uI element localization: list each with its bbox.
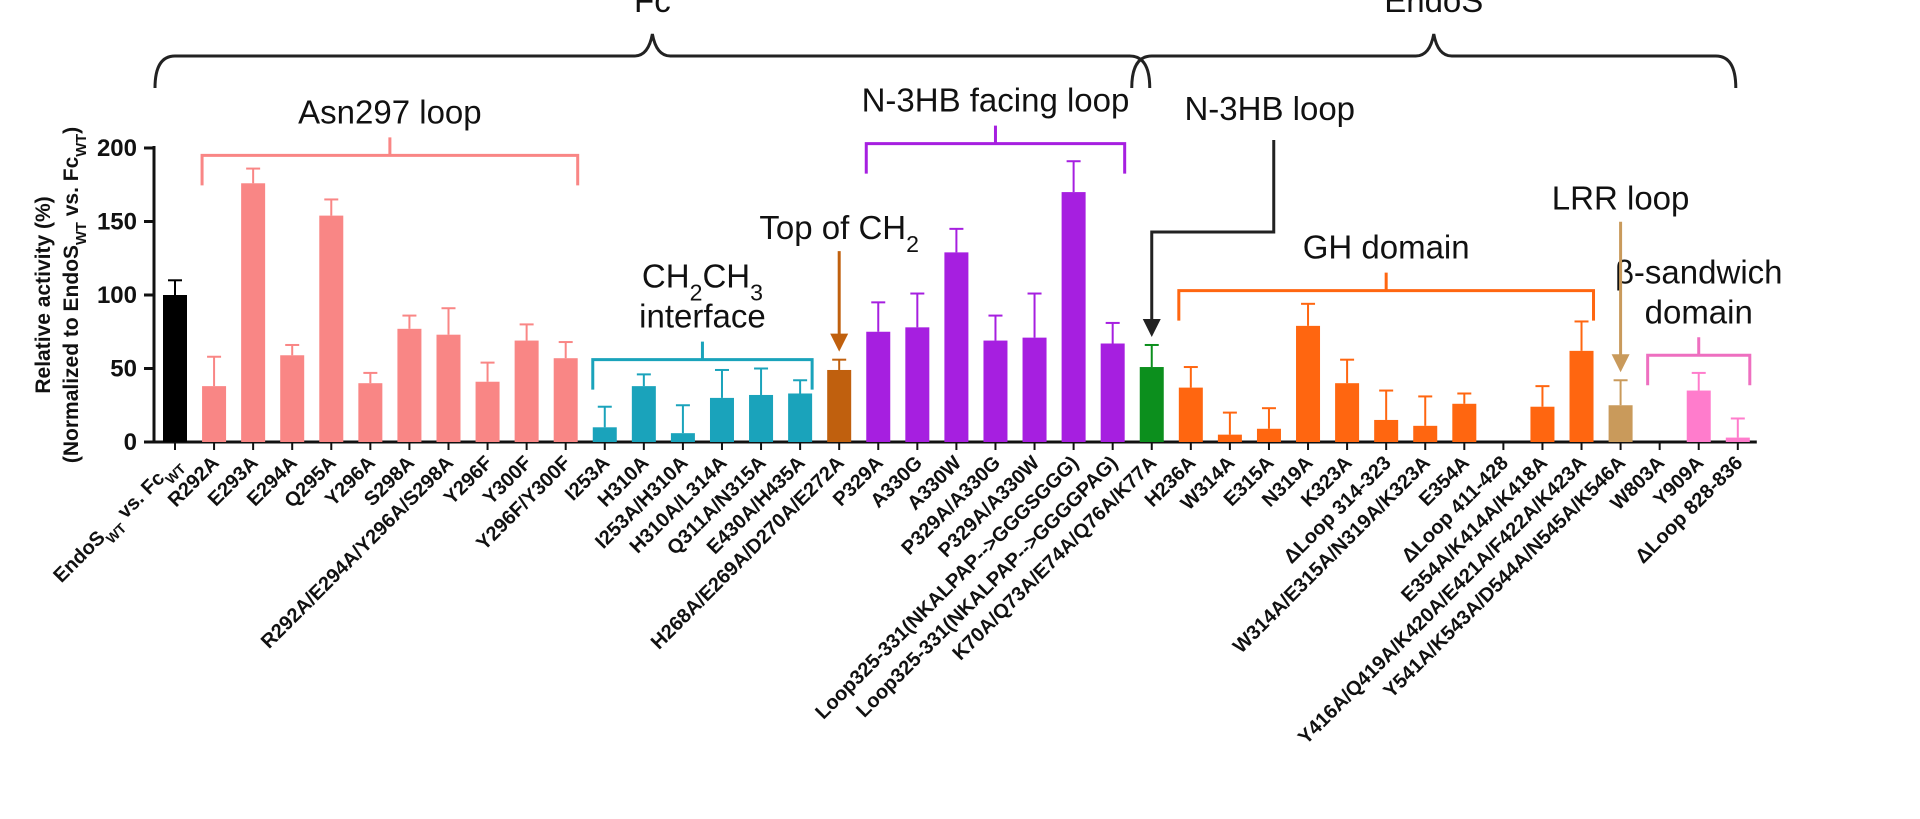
y-axis-label-line2: (Normalized to EndoSWT vs. FcWT) — [60, 127, 90, 463]
region-label: N-3HB facing loop — [862, 82, 1130, 119]
y-tick-label: 200 — [97, 135, 137, 162]
label-text: Asn297 loop — [298, 93, 481, 130]
bar — [1256, 428, 1281, 442]
bar — [475, 381, 500, 442]
region-brace — [1130, 33, 1738, 89]
label-text: (Normalized to EndoS — [60, 245, 83, 463]
region-label: interface — [639, 298, 766, 335]
bar — [944, 252, 969, 442]
bar — [1061, 192, 1086, 442]
bar — [1335, 383, 1360, 442]
label-text: ) — [60, 127, 83, 134]
label-text: CH — [702, 258, 750, 295]
label-text: GH domain — [1303, 229, 1470, 266]
bar — [1022, 337, 1047, 442]
bar — [1413, 425, 1438, 442]
label-text: CH — [642, 258, 690, 295]
bar — [241, 183, 266, 442]
subscript-text: 3 — [750, 280, 763, 306]
bar — [1530, 406, 1555, 442]
bar — [358, 383, 383, 442]
brace-label: EndoS — [1384, 0, 1483, 19]
label-text: domain — [1645, 293, 1753, 330]
y-tick-label: 0 — [124, 429, 137, 456]
bar — [905, 327, 930, 442]
bar — [1452, 403, 1477, 442]
bar — [202, 386, 227, 442]
region-label: GH domain — [1303, 229, 1470, 266]
region-label: Asn297 loop — [298, 93, 481, 130]
bar — [1178, 387, 1203, 442]
bar — [1725, 437, 1750, 442]
annotation-label: Top of CH2 — [759, 209, 919, 257]
bar — [553, 358, 578, 442]
bar — [788, 393, 813, 442]
subscript-text: WT — [74, 222, 90, 245]
region-bracket — [1177, 272, 1596, 321]
bar — [670, 433, 695, 442]
region-label: CH2CH3 — [642, 258, 763, 306]
label-text: interface — [639, 298, 766, 335]
bar — [749, 394, 774, 442]
label-text: N-3HB loop — [1184, 90, 1355, 127]
y-axis-label: Relative activity (%) (Normalized to Endo… — [32, 127, 90, 463]
subscript-text: 2 — [690, 280, 703, 306]
bar — [1217, 434, 1242, 442]
bar — [827, 369, 852, 442]
y-tick-label: 100 — [97, 282, 137, 309]
region-bracket — [864, 125, 1127, 174]
region-bracket — [591, 341, 814, 390]
annotation-label: N-3HB loop — [1184, 90, 1355, 127]
label-text: EndoS — [49, 527, 109, 587]
bar — [163, 295, 187, 442]
bar — [866, 331, 891, 442]
region-bracket — [1646, 337, 1752, 386]
annotation-arrowhead — [830, 333, 849, 352]
annotation-arrow-line — [1150, 140, 1276, 325]
bar — [983, 340, 1008, 442]
label-text: N-3HB facing loop — [862, 82, 1130, 119]
subscript-text: 2 — [906, 231, 919, 257]
region-label: domain — [1645, 293, 1753, 330]
label-text: LRR loop — [1552, 180, 1690, 217]
region-brace — [153, 33, 1152, 89]
bar — [436, 334, 461, 442]
bar — [514, 340, 539, 442]
y-tick-label: 150 — [97, 209, 137, 236]
bar — [1100, 343, 1125, 442]
annotation-label: LRR loop — [1552, 180, 1690, 217]
bar — [1608, 405, 1633, 442]
annotation-arrowhead — [1611, 354, 1630, 373]
label-text: β-sandwich — [1615, 253, 1783, 290]
bar — [709, 397, 734, 442]
bar — [631, 386, 656, 442]
subscript-text: WT — [74, 134, 90, 157]
bar — [397, 328, 422, 442]
category-label: EndoSWT vs. FcWT — [49, 452, 189, 592]
y-axis-label-line1: Relative activity (%) — [32, 196, 55, 393]
bar — [1569, 350, 1594, 442]
region-bracket — [200, 137, 580, 186]
bar — [592, 427, 617, 442]
bar — [1686, 390, 1711, 442]
y-tick-label: 50 — [110, 356, 137, 383]
region-label: β-sandwich — [1615, 253, 1783, 290]
bar — [1374, 419, 1399, 442]
bar — [319, 215, 344, 442]
bar — [280, 355, 305, 442]
bar — [1139, 367, 1164, 442]
label-text: vs. Fc — [60, 156, 83, 222]
annotation-arrowhead — [1142, 318, 1161, 337]
label-text: Top of CH — [759, 209, 906, 246]
bar — [1296, 325, 1321, 442]
brace-label: Fc — [634, 0, 671, 19]
label-text: vs. Fc — [110, 467, 170, 527]
